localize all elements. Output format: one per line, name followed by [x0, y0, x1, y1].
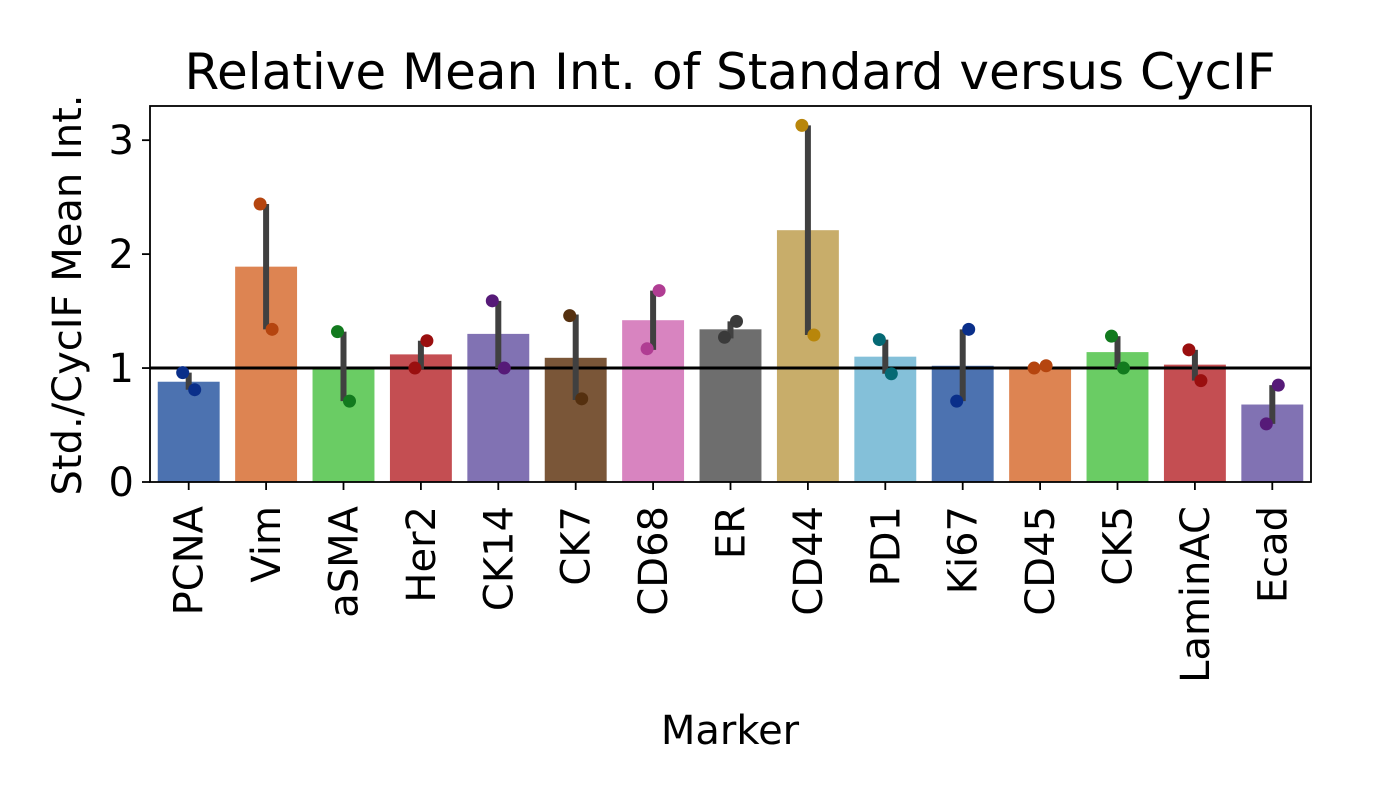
x-axis: PCNA Vim aSMA Her2 CK14 CK7 CD68 ER CD44 PD1 Ki67 C…: [167, 482, 1296, 683]
data-point-laminac: [1194, 374, 1208, 388]
data-point-cd68: [652, 284, 666, 298]
x-tick-label: aSMA: [322, 505, 368, 617]
data-point-laminac: [1182, 343, 1196, 357]
data-point-vim: [253, 197, 267, 211]
x-tick-label: ER: [709, 506, 755, 559]
y-tick-label: 3: [109, 118, 134, 164]
x-tick-label: CD68: [631, 506, 677, 616]
data-point-vim: [265, 322, 279, 336]
x-tick-label: CK5: [1096, 506, 1142, 586]
data-point-ck14: [485, 294, 499, 308]
data-point-er: [730, 314, 743, 328]
bar-ck5: [1086, 352, 1149, 482]
data-point-her2: [408, 361, 422, 375]
data-point-ki67: [950, 394, 964, 408]
data-point-cd44: [795, 118, 809, 132]
data-point-pd1: [884, 367, 898, 381]
x-tick-label: Her2: [399, 506, 445, 603]
x-tick-label: CK7: [554, 506, 600, 586]
bar-laminac: [1163, 364, 1226, 482]
y-tick-label: 2: [109, 232, 134, 278]
data-point-asma: [343, 394, 356, 408]
bars: [157, 230, 1304, 482]
data-point-ecad: [1271, 378, 1285, 392]
data-points: [176, 118, 1285, 431]
error-bars: [185, 125, 1276, 424]
data-point-cd44: [807, 328, 821, 342]
bar-pcna: [157, 381, 220, 482]
data-point-pcna: [176, 366, 190, 380]
x-tick-label: PCNA: [167, 505, 213, 615]
x-tick-label: CK14: [476, 506, 522, 611]
x-tick-label: Ecad: [1250, 506, 1296, 603]
bar-her2: [389, 354, 452, 482]
data-point-ck5: [1105, 329, 1118, 343]
data-point-cd45: [1039, 359, 1053, 373]
data-point-pd1: [872, 333, 886, 347]
data-point-cd68: [640, 342, 654, 356]
y-axis: 0 1 2 3: [109, 118, 150, 506]
x-tick-label: Vim: [244, 506, 290, 583]
data-point-ki67: [962, 322, 976, 336]
data-point-ck5: [1117, 361, 1130, 375]
x-tick-label: Ki67: [941, 506, 987, 594]
bar-cd45: [1009, 366, 1072, 482]
x-tick-label: LaminAC: [1173, 506, 1219, 683]
data-point-pcna: [188, 383, 202, 397]
data-point-asma: [331, 325, 344, 339]
y-axis-label: Std./CycIF Mean Int.: [45, 94, 91, 495]
x-tick-label: PD1: [863, 506, 909, 586]
data-point-ecad: [1259, 417, 1273, 431]
x-axis-label: Marker: [661, 708, 800, 754]
chart-title: Relative Mean Int. of Standard versus Cy…: [184, 43, 1275, 101]
y-tick-label: 0: [109, 460, 134, 506]
data-point-ck7: [575, 392, 589, 406]
y-tick-label: 1: [109, 346, 134, 392]
bar-er: [699, 329, 762, 482]
plot-area: [149, 105, 1312, 483]
data-point-ck14: [497, 361, 511, 375]
data-point-cd45: [1027, 361, 1041, 375]
x-tick-label: CD45: [1018, 506, 1064, 616]
bar-pd1: [854, 356, 917, 482]
x-tick-label: CD44: [786, 506, 832, 616]
data-point-er: [718, 330, 731, 344]
data-point-ck7: [563, 309, 577, 323]
data-point-her2: [420, 334, 434, 348]
